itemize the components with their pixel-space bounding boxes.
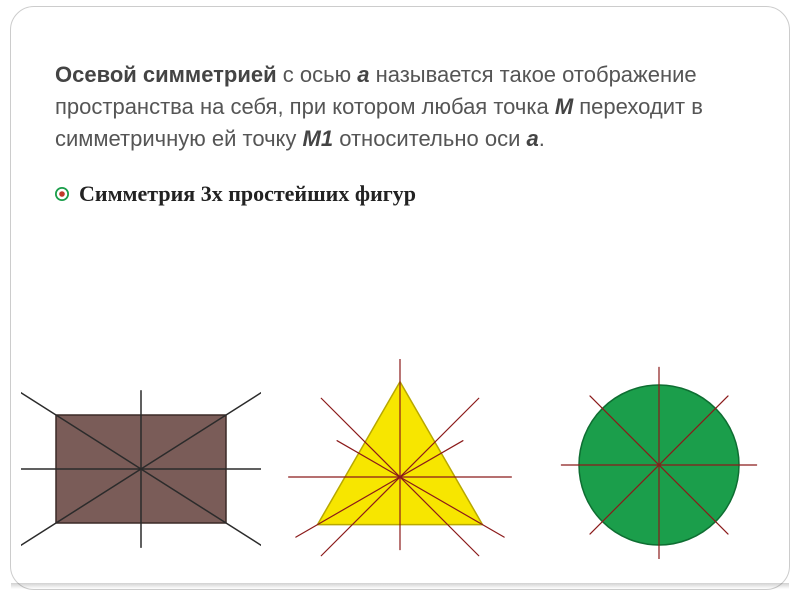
figure-triangle [280,359,520,559]
definition-text: Осевой симметрией с осью a называется та… [55,59,745,155]
bullet-item: Симметрия 3х простейших фигур [55,181,745,207]
circle-svg [539,359,779,559]
figures-row [11,359,789,559]
triangle-svg [280,359,520,559]
bullet-text: Симметрия 3х простейших фигур [79,181,416,207]
figure-rectangle [21,359,261,559]
rectangle-svg [21,359,261,559]
slide-frame: Осевой симметрией с осью a называется та… [10,6,790,590]
bullet-marker-icon [55,187,69,201]
figure-circle [539,359,779,559]
bullet-inner-dot [59,191,65,197]
bottom-shadow [11,583,789,589]
